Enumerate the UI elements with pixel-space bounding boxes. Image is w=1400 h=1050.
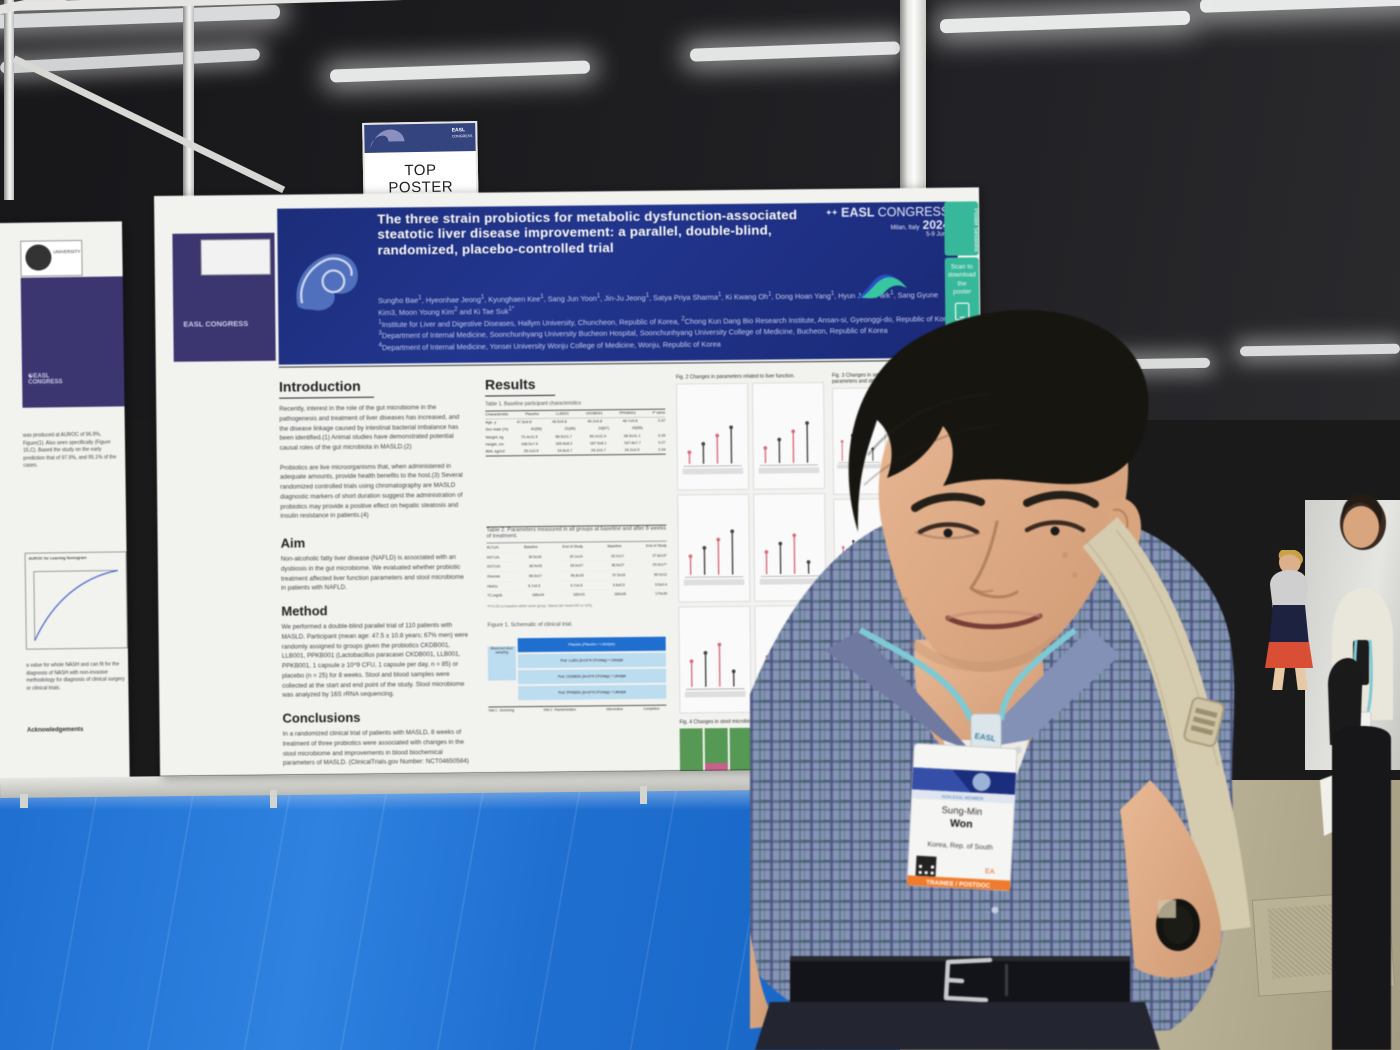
svg-text:EA: EA	[985, 868, 995, 875]
svg-text:Won: Won	[950, 817, 973, 830]
svg-text:Sung-Min: Sung-Min	[941, 805, 982, 818]
